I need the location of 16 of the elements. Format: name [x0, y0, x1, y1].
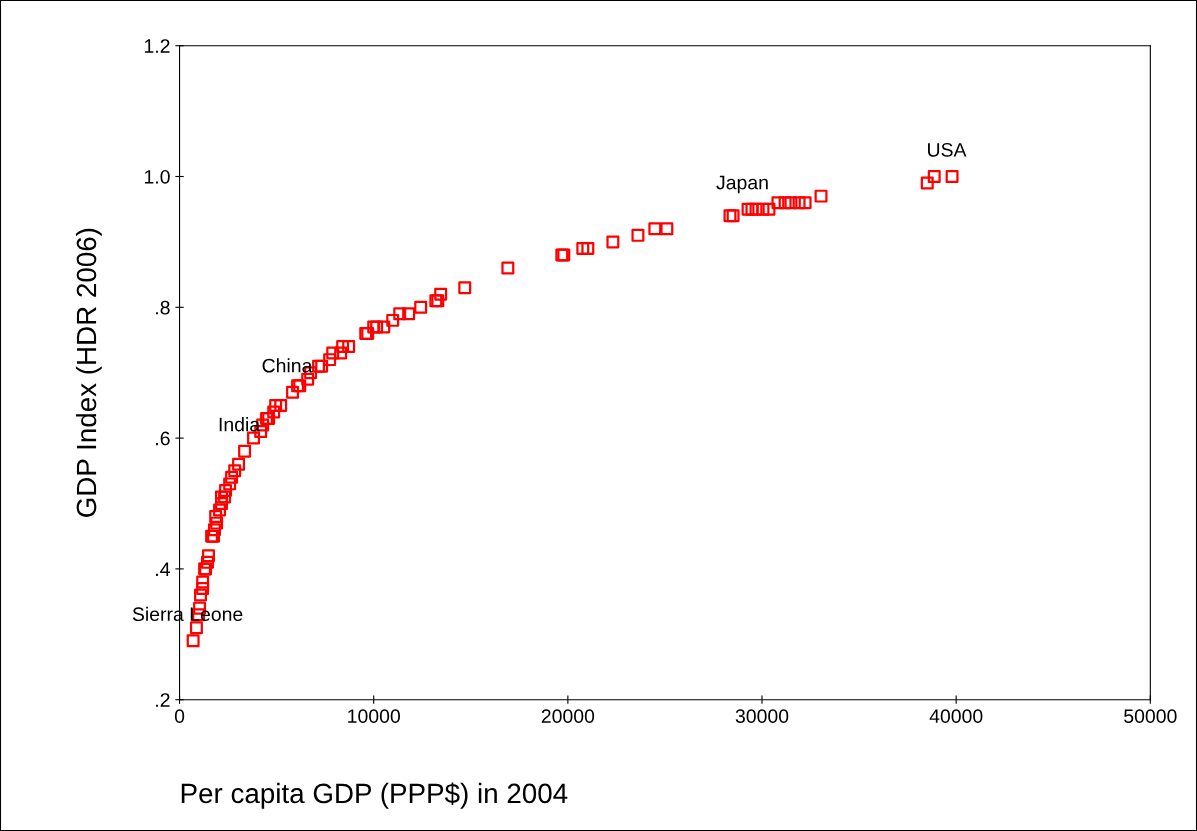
y-tick-label: .4	[156, 562, 170, 576]
x-axis-title: Per capita GDP (PPP$) in 2004	[181, 782, 568, 809]
annotation: Japan	[716, 175, 768, 194]
x-tick-label: 10000	[348, 709, 400, 724]
x-tick-label: 50000	[1124, 709, 1177, 724]
y-tick-label: 1.2	[144, 39, 170, 53]
y-tick-label: .8	[156, 300, 170, 315]
x-tick-label: 30000	[735, 709, 789, 724]
y-tick-label: 1.0	[144, 169, 170, 184]
x-tick-label: 20000	[541, 709, 595, 724]
y-tick-label: .2	[156, 693, 170, 707]
x-tick-label: 40000	[929, 709, 983, 724]
y-axis-title: GDP Index (HDR 2006)	[75, 228, 102, 517]
annotation: USA	[928, 142, 967, 157]
y-tick-label: .6	[156, 431, 170, 446]
x-tick-label: 0	[174, 709, 185, 724]
